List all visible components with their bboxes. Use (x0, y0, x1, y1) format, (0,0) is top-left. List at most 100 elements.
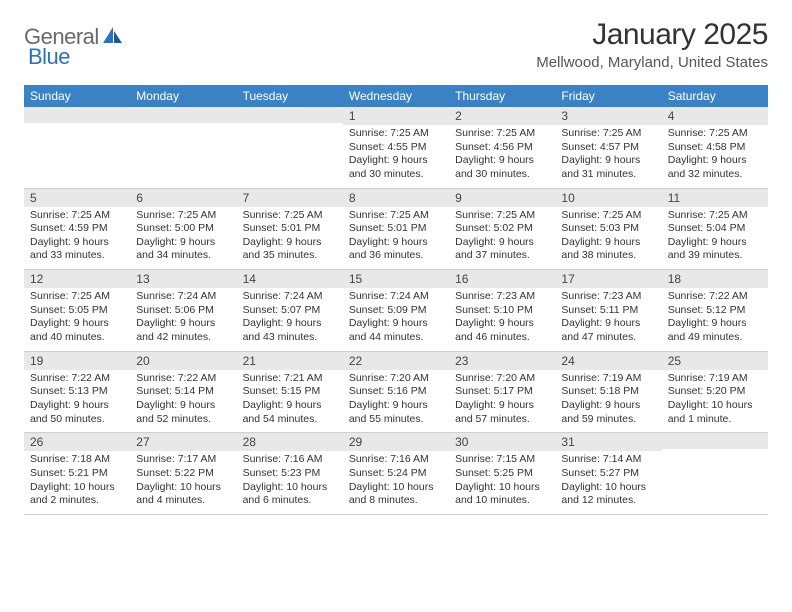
day-number: 20 (130, 352, 236, 370)
detail-line: Sunset: 5:24 PM (349, 467, 443, 481)
day-cell: 4Sunrise: 7:25 AMSunset: 4:58 PMDaylight… (662, 107, 768, 188)
day-details: Sunrise: 7:22 AMSunset: 5:14 PMDaylight:… (130, 370, 236, 433)
detail-line: Sunset: 5:21 PM (30, 467, 124, 481)
detail-line: Sunset: 5:01 PM (243, 222, 337, 236)
day-details: Sunrise: 7:25 AMSunset: 5:04 PMDaylight:… (662, 207, 768, 270)
detail-line: and 32 minutes. (668, 168, 762, 182)
detail-line: Sunset: 5:16 PM (349, 385, 443, 399)
day-details: Sunrise: 7:23 AMSunset: 5:11 PMDaylight:… (555, 288, 661, 351)
day-number: 13 (130, 270, 236, 288)
day-number: 30 (449, 433, 555, 451)
detail-line: Sunset: 5:09 PM (349, 304, 443, 318)
day-cell: 16Sunrise: 7:23 AMSunset: 5:10 PMDayligh… (449, 270, 555, 352)
detail-line: Daylight: 9 hours (243, 399, 337, 413)
day-number: 22 (343, 352, 449, 370)
detail-line: Sunset: 5:15 PM (243, 385, 337, 399)
detail-line: Daylight: 10 hours (668, 399, 762, 413)
day-number: 12 (24, 270, 130, 288)
day-number: 29 (343, 433, 449, 451)
day-number: 15 (343, 270, 449, 288)
location-subtitle: Mellwood, Maryland, United States (536, 54, 768, 71)
detail-line: Sunset: 5:07 PM (243, 304, 337, 318)
detail-line: and 55 minutes. (349, 413, 443, 427)
week-row: 19Sunrise: 7:22 AMSunset: 5:13 PMDayligh… (24, 351, 768, 433)
day-number: 3 (555, 107, 661, 125)
day-details (130, 123, 236, 179)
day-number: 11 (662, 189, 768, 207)
detail-line: Sunrise: 7:25 AM (668, 127, 762, 141)
day-details: Sunrise: 7:25 AMSunset: 4:57 PMDaylight:… (555, 125, 661, 188)
detail-line: Sunrise: 7:16 AM (349, 453, 443, 467)
detail-line: Sunrise: 7:25 AM (455, 209, 549, 223)
detail-line: and 44 minutes. (349, 331, 443, 345)
day-cell: 22Sunrise: 7:20 AMSunset: 5:16 PMDayligh… (343, 351, 449, 433)
detail-line: and 31 minutes. (561, 168, 655, 182)
detail-line: Sunset: 4:55 PM (349, 141, 443, 155)
detail-line: Sunset: 4:58 PM (668, 141, 762, 155)
day-cell (662, 433, 768, 515)
day-details: Sunrise: 7:23 AMSunset: 5:10 PMDaylight:… (449, 288, 555, 351)
day-cell: 7Sunrise: 7:25 AMSunset: 5:01 PMDaylight… (237, 188, 343, 270)
detail-line: Sunrise: 7:21 AM (243, 372, 337, 386)
day-number: 18 (662, 270, 768, 288)
day-number: 6 (130, 189, 236, 207)
detail-line: and 1 minute. (668, 413, 762, 427)
detail-line: and 57 minutes. (455, 413, 549, 427)
day-details: Sunrise: 7:16 AMSunset: 5:23 PMDaylight:… (237, 451, 343, 514)
detail-line: and 50 minutes. (30, 413, 124, 427)
day-details: Sunrise: 7:22 AMSunset: 5:13 PMDaylight:… (24, 370, 130, 433)
detail-line: Sunrise: 7:24 AM (243, 290, 337, 304)
detail-line: Daylight: 9 hours (243, 317, 337, 331)
day-details: Sunrise: 7:19 AMSunset: 5:18 PMDaylight:… (555, 370, 661, 433)
day-details: Sunrise: 7:25 AMSunset: 5:03 PMDaylight:… (555, 207, 661, 270)
day-cell: 30Sunrise: 7:15 AMSunset: 5:25 PMDayligh… (449, 433, 555, 515)
detail-line: Sunrise: 7:20 AM (455, 372, 549, 386)
day-cell: 18Sunrise: 7:22 AMSunset: 5:12 PMDayligh… (662, 270, 768, 352)
detail-line: and 38 minutes. (561, 249, 655, 263)
detail-line: Sunrise: 7:25 AM (30, 290, 124, 304)
day-cell: 28Sunrise: 7:16 AMSunset: 5:23 PMDayligh… (237, 433, 343, 515)
day-cell: 24Sunrise: 7:19 AMSunset: 5:18 PMDayligh… (555, 351, 661, 433)
detail-line: Daylight: 10 hours (136, 481, 230, 495)
detail-line: Sunset: 5:04 PM (668, 222, 762, 236)
day-cell: 10Sunrise: 7:25 AMSunset: 5:03 PMDayligh… (555, 188, 661, 270)
logo-sail-icon (102, 25, 124, 50)
day-details (662, 449, 768, 505)
day-cell: 6Sunrise: 7:25 AMSunset: 5:00 PMDaylight… (130, 188, 236, 270)
detail-line: Daylight: 9 hours (455, 236, 549, 250)
detail-line: Sunset: 5:23 PM (243, 467, 337, 481)
day-details (24, 123, 130, 179)
day-number: 5 (24, 189, 130, 207)
day-details: Sunrise: 7:25 AMSunset: 4:56 PMDaylight:… (449, 125, 555, 188)
day-details: Sunrise: 7:25 AMSunset: 5:05 PMDaylight:… (24, 288, 130, 351)
detail-line: Sunrise: 7:25 AM (561, 209, 655, 223)
day-number: 2 (449, 107, 555, 125)
day-number: 26 (24, 433, 130, 451)
day-cell: 23Sunrise: 7:20 AMSunset: 5:17 PMDayligh… (449, 351, 555, 433)
week-row: 26Sunrise: 7:18 AMSunset: 5:21 PMDayligh… (24, 433, 768, 515)
detail-line: Daylight: 10 hours (30, 481, 124, 495)
detail-line: Sunrise: 7:23 AM (561, 290, 655, 304)
calendar-table: Sunday Monday Tuesday Wednesday Thursday… (24, 85, 768, 515)
detail-line: Sunrise: 7:24 AM (349, 290, 443, 304)
week-row: 1Sunrise: 7:25 AMSunset: 4:55 PMDaylight… (24, 107, 768, 188)
day-details: Sunrise: 7:14 AMSunset: 5:27 PMDaylight:… (555, 451, 661, 514)
day-details: Sunrise: 7:22 AMSunset: 5:12 PMDaylight:… (662, 288, 768, 351)
detail-line: and 59 minutes. (561, 413, 655, 427)
logo-text-blue: Blue (28, 44, 70, 69)
detail-line: Daylight: 9 hours (668, 236, 762, 250)
day-cell: 11Sunrise: 7:25 AMSunset: 5:04 PMDayligh… (662, 188, 768, 270)
day-number: 10 (555, 189, 661, 207)
detail-line: Sunrise: 7:25 AM (136, 209, 230, 223)
detail-line: Daylight: 9 hours (136, 236, 230, 250)
title-block: January 2025 Mellwood, Maryland, United … (536, 18, 768, 71)
detail-line: and 8 minutes. (349, 494, 443, 508)
detail-line: Daylight: 9 hours (349, 399, 443, 413)
day-cell: 14Sunrise: 7:24 AMSunset: 5:07 PMDayligh… (237, 270, 343, 352)
detail-line: Daylight: 9 hours (349, 236, 443, 250)
detail-line: and 2 minutes. (30, 494, 124, 508)
detail-line: and 30 minutes. (455, 168, 549, 182)
detail-line: Sunset: 5:05 PM (30, 304, 124, 318)
detail-line: Daylight: 10 hours (349, 481, 443, 495)
dow-friday: Friday (555, 85, 661, 107)
